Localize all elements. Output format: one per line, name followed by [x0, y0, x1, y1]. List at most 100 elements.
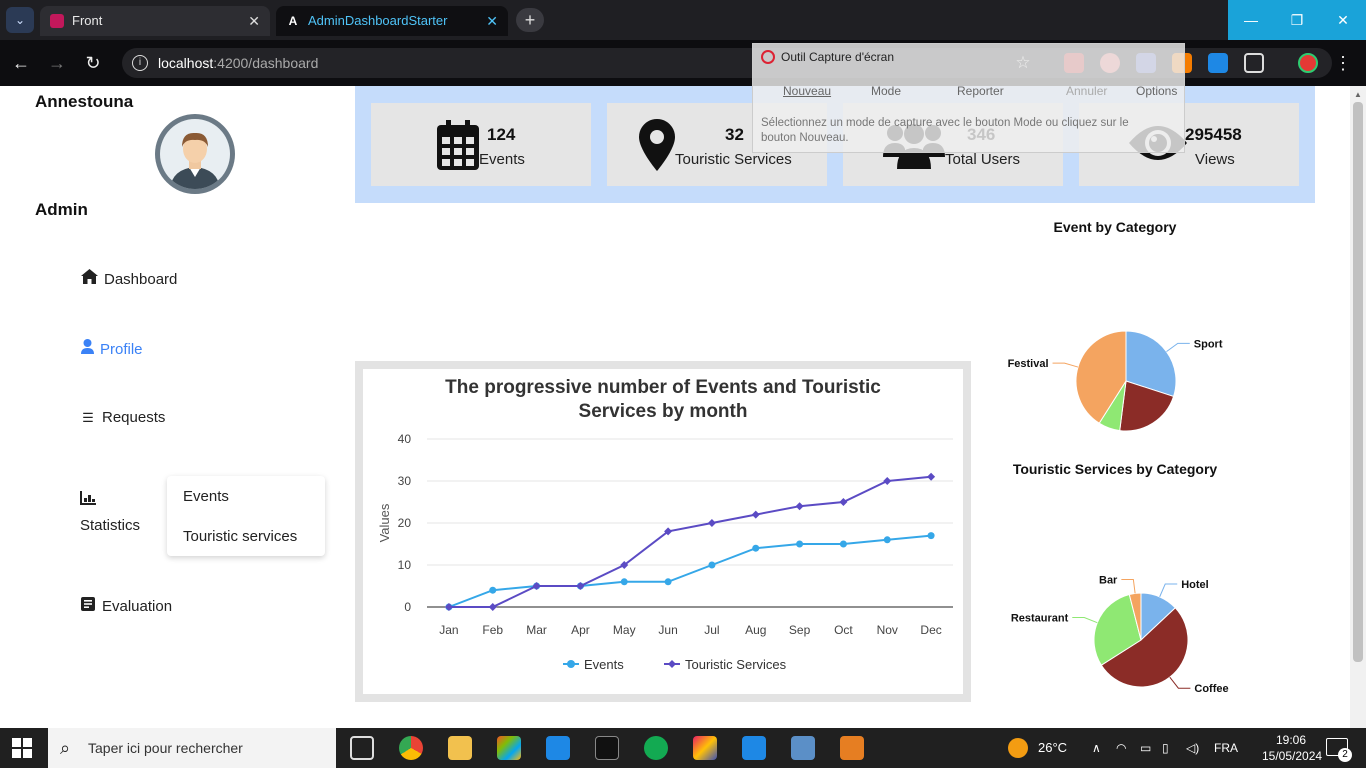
new-snip-button[interactable]: Nouveau	[783, 84, 832, 98]
x-tick-label: May	[613, 623, 636, 637]
legend-marker	[567, 660, 575, 668]
browser-tab-front[interactable]: Front ✕	[40, 6, 270, 36]
weather-sun-icon[interactable]	[1008, 738, 1028, 758]
scroll-up-icon[interactable]: ▲	[1354, 90, 1362, 99]
data-point	[620, 561, 629, 569]
angular-favicon-icon	[50, 14, 64, 28]
sidebar-item-dashboard[interactable]: Dashboard	[80, 269, 177, 288]
close-tab-icon[interactable]: ✕	[486, 13, 498, 29]
stat-label: Views	[1195, 151, 1235, 168]
options-button[interactable]: Options	[1136, 84, 1178, 98]
app-star-icon[interactable]	[693, 736, 717, 760]
sidebar-item-requests[interactable]: ☰ Requests	[80, 409, 165, 426]
data-point	[708, 561, 716, 569]
y-tick-label: 0	[404, 600, 411, 614]
new-tab-button[interactable]: +	[516, 8, 544, 32]
snipping-tool-description: Sélectionnez un mode de capture avec le …	[761, 117, 1129, 144]
tab-label: Front	[72, 13, 103, 28]
sidebar-item-evaluation[interactable]: Evaluation	[80, 597, 172, 615]
chrome-icon[interactable]	[399, 736, 423, 760]
data-point	[751, 510, 760, 519]
file-explorer-icon[interactable]	[448, 736, 472, 760]
page-scrollbar[interactable]: ▲	[1350, 86, 1366, 728]
clock[interactable]: 19:06 15/05/2024	[1262, 732, 1322, 764]
sidebar-item-statistics[interactable]: Statistics	[80, 491, 140, 534]
close-window-button[interactable]: ✕	[1320, 0, 1366, 40]
pie-slice-label: Restaurant	[1011, 613, 1069, 625]
pie-chart-title: Touristic Services by Category	[1012, 461, 1218, 477]
list-check-icon: ☰	[82, 410, 94, 425]
forward-arrow-icon[interactable]: →	[48, 53, 66, 73]
delay-button[interactable]: Reporter	[957, 84, 1004, 98]
submenu-item-events[interactable]: Events	[183, 488, 229, 505]
virtualbox-icon[interactable]	[791, 736, 815, 760]
weather-temperature[interactable]: 26°C	[1038, 740, 1068, 755]
snipping-tool-title: Outil Capture d'écran	[781, 50, 895, 64]
scrollbar-thumb[interactable]	[1353, 102, 1363, 662]
mongodb-icon[interactable]	[644, 736, 668, 760]
submenu-item-touristic-services[interactable]: Touristic services	[183, 528, 298, 545]
app-icon[interactable]	[840, 736, 864, 760]
y-tick-label: 30	[398, 474, 412, 488]
data-point	[532, 582, 541, 590]
profile-avatar-icon[interactable]	[1298, 53, 1318, 73]
notification-count: 2	[1338, 748, 1352, 762]
data-point	[839, 540, 847, 548]
browser-tab-admin[interactable]: A AdminDashboardStarter ✕	[276, 6, 508, 36]
extensions-puzzle-icon[interactable]	[1244, 53, 1264, 73]
y-tick-label: 40	[398, 432, 412, 446]
sidebar-item-label: Dashboard	[104, 271, 178, 288]
browser-tab-bar: ⌄ Front ✕ A AdminDashboardStarter ✕ + — …	[0, 0, 1366, 40]
tab-search-button[interactable]: ⌄	[6, 7, 34, 33]
stat-value: 124	[487, 125, 516, 144]
sidebar-item-profile[interactable]: Profile	[80, 339, 143, 358]
sidebar-item-label: Profile	[100, 341, 143, 358]
restore-button[interactable]: ❐	[1274, 0, 1320, 40]
extension-icon[interactable]	[1208, 53, 1228, 73]
data-point	[795, 502, 804, 511]
back-arrow-icon[interactable]: ←	[12, 53, 30, 73]
close-tab-icon[interactable]: ✕	[248, 13, 260, 29]
pie-slice-label: Bar	[1099, 574, 1118, 586]
windows-start-icon[interactable]	[12, 738, 32, 758]
cancel-button[interactable]: Annuler	[1066, 84, 1108, 98]
x-tick-label: Jun	[658, 623, 677, 637]
pie-charts: Sport Festival Hotel Coffee Restaurant Bar	[1008, 330, 1229, 695]
data-point	[752, 544, 760, 552]
mode-button[interactable]: Mode	[871, 84, 902, 98]
language-indicator[interactable]: FRA	[1214, 741, 1238, 755]
x-tick-label: Nov	[877, 623, 898, 637]
x-tick-label: Sep	[789, 623, 811, 637]
search-placeholder: Taper ici pour rechercher	[88, 740, 243, 756]
network-icon[interactable]: ◠	[1116, 741, 1127, 755]
device-icon[interactable]: ▭	[1140, 741, 1152, 755]
stat-value: 32	[725, 125, 744, 144]
data-point	[839, 498, 848, 506]
microsoft-store-icon[interactable]	[497, 736, 521, 760]
volume-icon[interactable]: ◁)	[1186, 741, 1200, 755]
vscode-icon[interactable]	[742, 736, 766, 760]
line-chart: The progressive number of Events and Tou…	[363, 369, 963, 694]
taskbar-search-field[interactable]: ⌕ Taper ici pour rechercher	[48, 728, 336, 768]
home-icon	[80, 269, 98, 288]
pie-leader-line	[1121, 578, 1136, 594]
minimize-button[interactable]: —	[1228, 0, 1274, 40]
browser-menu-icon[interactable]: ⋮	[1334, 53, 1352, 73]
location-pin-icon	[639, 119, 675, 171]
chart-title: The progressive number of Events and Tou…	[445, 377, 881, 398]
data-point	[620, 578, 628, 586]
y-axis-label: Values	[377, 503, 392, 542]
x-tick-label: Mar	[526, 623, 547, 637]
mail-icon[interactable]	[546, 736, 570, 760]
reload-icon[interactable]: ↻	[85, 53, 101, 73]
data-point	[883, 536, 891, 544]
notifications-icon[interactable]	[1326, 738, 1348, 756]
task-view-icon[interactable]	[350, 736, 374, 760]
battery-icon[interactable]: ▯	[1162, 741, 1169, 755]
data-point	[796, 540, 804, 548]
site-info-icon[interactable]: i	[132, 55, 148, 71]
pie-leader-line	[1052, 362, 1079, 368]
terminal-icon[interactable]	[595, 736, 619, 760]
data-point	[883, 477, 892, 485]
show-hidden-icons-icon[interactable]: ∧	[1092, 741, 1101, 755]
